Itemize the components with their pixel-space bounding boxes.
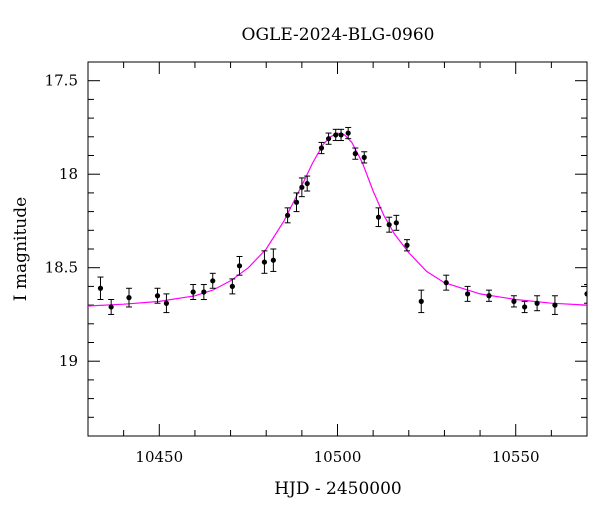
point-marker (304, 180, 310, 187)
data-point (236, 255, 243, 276)
data-point (293, 192, 300, 213)
point-marker (361, 154, 367, 160)
x-tick-label: 10450 (135, 448, 183, 466)
point-marker (534, 300, 540, 306)
point-marker (293, 199, 300, 205)
y-tick-label: 18.5 (45, 259, 78, 277)
data-point (270, 248, 277, 272)
data-point (352, 147, 359, 160)
plot-frame (87, 61, 588, 437)
data-points (97, 126, 587, 315)
point-marker (393, 220, 399, 226)
point-marker (163, 300, 170, 306)
data-point (584, 284, 587, 304)
point-marker (333, 132, 339, 138)
point-marker (97, 285, 104, 291)
point-marker (126, 295, 132, 301)
data-point (443, 274, 450, 291)
data-point (209, 272, 216, 289)
point-marker (464, 291, 471, 297)
point-marker (270, 257, 276, 263)
data-point (154, 287, 161, 304)
y-tick-label: 19 (59, 352, 78, 370)
point-marker (443, 280, 449, 286)
data-point (510, 295, 517, 308)
data-point (375, 207, 382, 228)
data-point (418, 289, 425, 314)
data-point (551, 295, 558, 315)
point-marker (552, 302, 558, 308)
data-point (284, 207, 291, 224)
point-marker (338, 132, 344, 138)
data-point (97, 276, 104, 300)
data-point (304, 175, 311, 192)
data-point (163, 293, 170, 314)
point-marker (486, 293, 492, 299)
y-tick-label: 17.5 (45, 72, 78, 90)
point-marker (386, 222, 392, 228)
point-marker (522, 304, 528, 310)
point-marker (299, 184, 305, 190)
data-point (361, 151, 368, 164)
data-point (108, 298, 115, 315)
axis-ticks (87, 61, 588, 437)
model-curve (88, 132, 587, 307)
point-marker (352, 151, 358, 157)
data-point (125, 287, 132, 308)
data-point (338, 128, 345, 142)
point-marker (201, 289, 207, 295)
y-tick-label: 18 (59, 165, 78, 183)
data-point (261, 250, 268, 274)
point-marker (108, 304, 114, 310)
data-point (464, 285, 471, 302)
point-marker (154, 293, 161, 299)
y-axis-label: I magnitude (11, 197, 31, 301)
x-tick-label: 10500 (314, 448, 362, 466)
data-point (229, 278, 236, 295)
data-point (345, 126, 352, 140)
data-point (298, 177, 305, 198)
data-point (534, 295, 541, 312)
data-point (404, 239, 411, 252)
point-marker (375, 214, 382, 220)
point-marker (190, 289, 196, 295)
point-marker (345, 130, 351, 136)
point-marker (418, 298, 424, 304)
data-point (325, 132, 332, 145)
chart-title: OGLE-2024-BLG-0960 (242, 25, 435, 45)
point-marker (404, 242, 410, 248)
point-marker (325, 136, 332, 142)
point-marker (210, 278, 216, 284)
tick-labels: 10450 10500 10550 17.5 18 18.5 19 (45, 72, 540, 466)
data-point (386, 216, 393, 233)
point-marker (236, 263, 243, 269)
point-marker (229, 283, 235, 289)
data-point (521, 300, 528, 314)
data-point (393, 214, 400, 231)
point-marker (584, 291, 587, 297)
x-tick-label: 10550 (492, 448, 540, 466)
point-marker (511, 298, 517, 304)
data-point (318, 141, 325, 155)
data-point (190, 284, 197, 300)
data-point (485, 289, 492, 302)
point-marker (285, 212, 291, 218)
point-marker (261, 259, 268, 265)
data-point (200, 284, 207, 300)
x-axis-label: HJD - 2450000 (274, 479, 402, 499)
point-marker (318, 145, 325, 151)
data-point (332, 128, 339, 142)
